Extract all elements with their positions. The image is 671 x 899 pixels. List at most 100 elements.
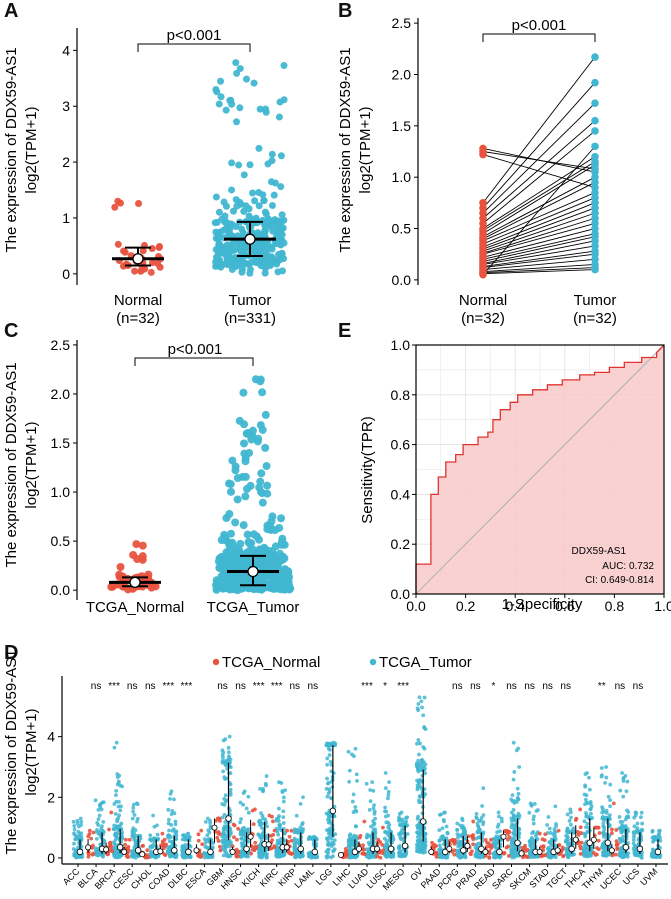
panel-d-point-tumor [94, 829, 99, 834]
panel-c-point-tumor [248, 426, 257, 435]
panel-d-point-tumor [632, 843, 637, 848]
panel-d-point-tumor [131, 802, 136, 807]
panel-d-point-tumor [72, 831, 76, 836]
panel-d-point-tumor [156, 854, 161, 859]
panel-b-xtick-tumor: Tumor [574, 292, 617, 309]
panel-d-point-tumor [260, 825, 264, 830]
panel-d-point-tumor [325, 836, 330, 841]
panel-d-point-tumor [239, 836, 244, 841]
panel-d-xtick-ucs: UCS [621, 866, 642, 887]
panel-b-pair-line [482, 176, 596, 238]
panel-d-point-tumor [530, 846, 535, 851]
panel-a: The expression of DDX59-AS1 log2(TPM+1) … [3, 27, 288, 327]
panel-d-point-tumor [512, 855, 517, 860]
panel-d-tumor-median [225, 815, 232, 822]
panel-d-point-normal [483, 854, 488, 858]
panel-d-point-tumor [437, 828, 442, 833]
panel-d-point-normal [614, 828, 619, 832]
panel-d-point-tumor [512, 817, 516, 822]
panel-a-point-tumor [278, 252, 286, 260]
panel-d-point-tumor [601, 824, 606, 828]
panel-c-point-tumor [225, 510, 234, 519]
panel-d-ylabel-line2: log2(TPM+1) [23, 708, 40, 795]
panel-d-point-tumor [246, 839, 251, 844]
panel-d-significance: * [491, 681, 495, 692]
panel-d-point-tumor [639, 815, 643, 820]
panel-d-point-tumor [499, 816, 504, 821]
panel-d-point-tumor [547, 826, 552, 831]
panel-d-point-tumor [114, 788, 119, 793]
panel-d-point-tumor [166, 807, 171, 812]
panel-b-pair-line [482, 154, 596, 188]
panel-a-point-tumor [279, 267, 287, 275]
roc-ytick-label: 0.2 [391, 536, 411, 552]
panel-d-point-tumor [332, 838, 337, 843]
panel-d-point-tumor [383, 829, 388, 834]
panel-d-point-tumor [418, 768, 423, 773]
panel-d-point-tumor [78, 816, 83, 821]
panel-d-point-tumor [276, 832, 281, 837]
panel-a-point-tumor [223, 259, 231, 267]
panel-d-point-tumor [460, 854, 465, 859]
panel-d-point-tumor [221, 836, 226, 841]
panel-d-point-tumor [211, 841, 215, 845]
panel-d-point-tumor [367, 807, 372, 812]
panel-d-point-tumor [170, 843, 175, 848]
panel-d-point-normal [234, 850, 239, 855]
panel-d-point-tumor [224, 851, 229, 856]
panel-d-point-tumor [130, 830, 135, 835]
panel-c-point-tumor [277, 578, 286, 587]
panel-d-point-tumor [226, 745, 231, 750]
panel-c-point-tumor [231, 466, 240, 475]
panel-d-point-normal [217, 816, 221, 821]
panel-a-point-normal [149, 259, 157, 267]
panel-d-point-tumor [372, 821, 377, 826]
panel-c-point-tumor [257, 469, 266, 478]
panel-a-point-tumor [245, 212, 253, 220]
panel-d-point-normal [86, 852, 91, 857]
panel-a-point-tumor [255, 144, 263, 152]
panel-d-point-tumor [495, 830, 500, 835]
panel-d-point-tumor [256, 832, 261, 837]
panel-d-point-normal [285, 828, 290, 833]
panel-d-point-tumor [332, 804, 337, 809]
panel-d-point-tumor [625, 827, 630, 831]
panel-d-normal-median [121, 848, 128, 855]
panel-d-point-tumor [534, 832, 539, 836]
panel-d-point-normal [87, 828, 92, 833]
panel-d-point-tumor [512, 770, 517, 774]
panel-d-point-tumor [98, 804, 103, 809]
panel-b-ytick-label: 2.5 [392, 15, 412, 31]
panel-d-point-tumor [354, 834, 359, 839]
panel-d-point-tumor [632, 824, 637, 829]
panel-d-point-tumor [276, 815, 281, 820]
panel-d-point-normal [573, 818, 578, 822]
panel-d-point-tumor [149, 853, 154, 858]
panel-d-point-tumor [153, 855, 158, 860]
panel-d-significance: ns [506, 681, 517, 692]
panel-d-point-tumor [112, 802, 117, 806]
panel-c-point-tumor [235, 559, 244, 568]
panel-a-point-tumor [273, 220, 281, 228]
panel-d-point-tumor [620, 855, 625, 860]
panel-d-point-normal [217, 844, 222, 849]
panel-c-point-tumor [258, 425, 267, 434]
panel-d-point-tumor [422, 695, 427, 700]
panel-c-xtick-normal: TCGA_Normal [86, 599, 184, 616]
panel-d-point-tumor [511, 740, 516, 745]
panel-d-point-tumor [423, 792, 428, 797]
panel-a-point-normal [135, 199, 143, 207]
panel-d-point-tumor [76, 845, 80, 850]
panel-d-point-tumor [327, 753, 332, 757]
panel-c-ytick-label: 2.0 [51, 386, 71, 402]
panel-d-tumor-median [460, 847, 467, 854]
panel-d-point-tumor [373, 816, 378, 821]
panel-b-point-tumor [591, 78, 599, 87]
panel-d-point-tumor [509, 847, 514, 852]
panel-a-point-tumor [270, 191, 278, 199]
panel-c-point-tumor [253, 437, 262, 446]
panel-d-point-tumor [530, 842, 534, 847]
panel-d-point-tumor [118, 808, 123, 813]
panel-d-point-tumor [416, 758, 421, 763]
